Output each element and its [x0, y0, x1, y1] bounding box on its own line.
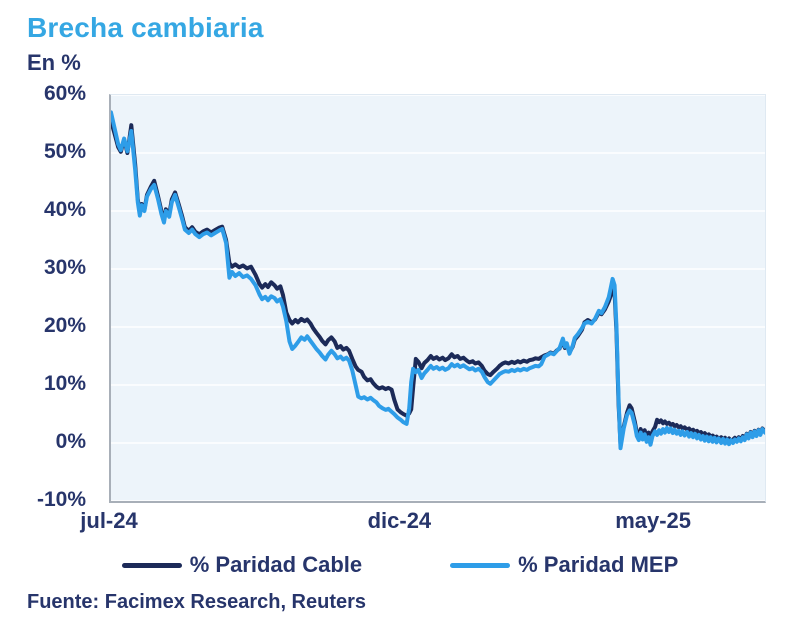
- chart-title: Brecha cambiaria: [27, 12, 264, 43]
- x-tick-label: jul-24: [80, 508, 138, 533]
- cable-line-swatch: [121, 562, 182, 568]
- legend-item-cable: % Paridad Cable: [121, 552, 363, 578]
- legend: % Paridad Cable % Paridad MEP: [0, 552, 800, 578]
- chart-svg: [111, 95, 765, 501]
- y-tick-label: 50%: [43, 140, 86, 163]
- cable-line: [111, 119, 765, 447]
- y-tick-label: 10%: [43, 372, 86, 395]
- x-tick-label: may-25: [615, 508, 692, 533]
- mep-line: [111, 110, 765, 451]
- y-tick-label: 0%: [55, 430, 86, 453]
- mep-line-swatch: [450, 562, 511, 568]
- y-tick-label: 60%: [43, 82, 86, 105]
- legend-label-cable: % Paridad Cable: [189, 552, 363, 577]
- chart-subtitle: En %: [27, 50, 81, 75]
- legend-item-mep: % Paridad MEP: [450, 552, 678, 578]
- legend-label-mep: % Paridad MEP: [518, 552, 679, 577]
- source-note: Fuente: Facimex Research, Reuters: [27, 591, 367, 613]
- y-tick-label: 20%: [43, 314, 86, 337]
- x-tick-label: dic-24: [367, 508, 432, 533]
- y-tick-label: 30%: [43, 256, 86, 279]
- plot-area: [109, 94, 766, 503]
- y-tick-label: -10%: [36, 488, 86, 511]
- y-tick-label: 40%: [43, 198, 86, 221]
